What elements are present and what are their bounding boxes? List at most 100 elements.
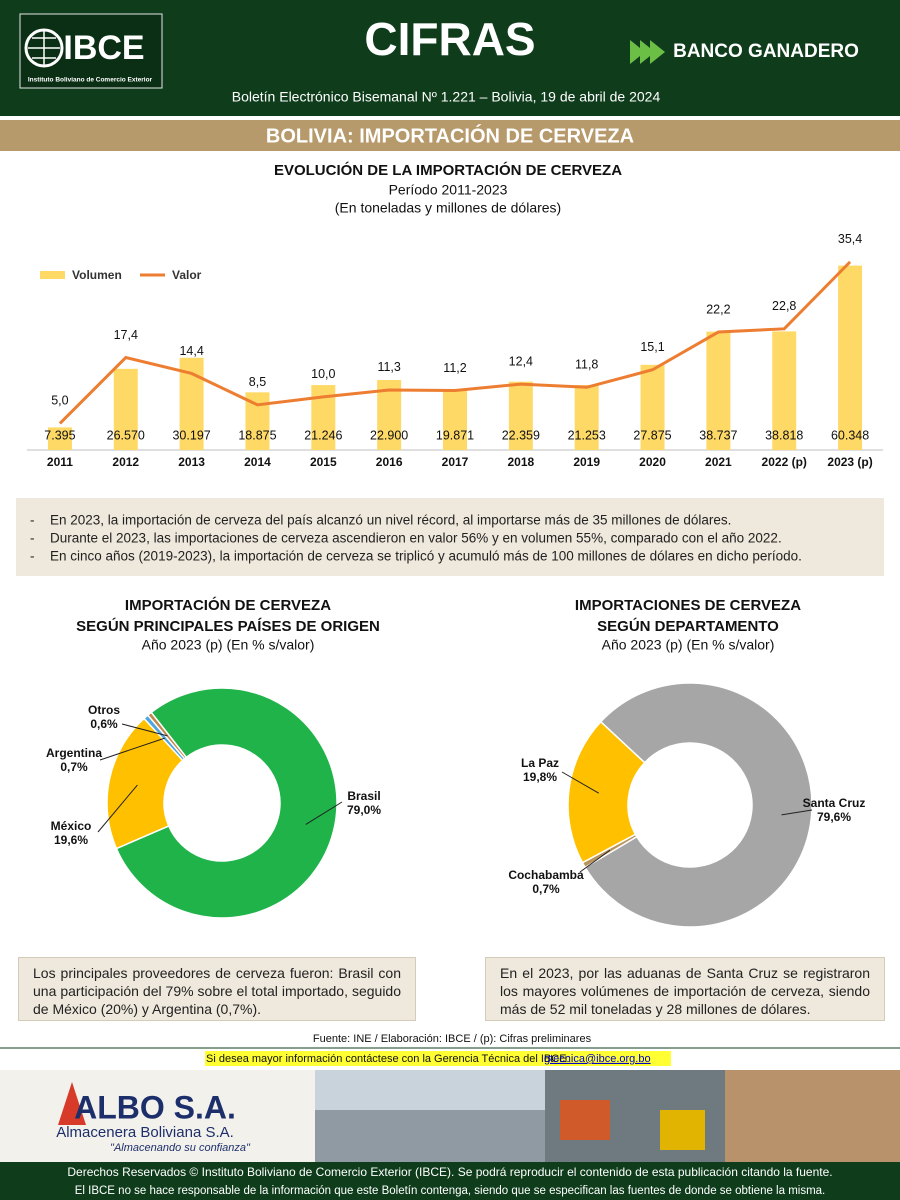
line-value-label: 14,4 [179, 344, 203, 358]
x-tick-label: 2015 [310, 455, 337, 469]
bar [47, 427, 72, 450]
line-value-label: 22,2 [706, 302, 730, 316]
x-tick-label: 2011 [47, 455, 73, 469]
slice-value-label: 0,6% [90, 717, 118, 731]
slice-label: Brasil [347, 789, 380, 803]
line-value-label: 12,4 [509, 354, 533, 368]
bar-value-label: 38.818 [765, 428, 803, 442]
bullet-marker: - [30, 549, 35, 564]
bar-value-label: 18.875 [238, 428, 276, 442]
footer-line: El IBCE no se hace responsable de la inf… [75, 1185, 826, 1197]
bar-value-label: 22.359 [502, 428, 540, 442]
line-value-label: 35,4 [838, 232, 862, 246]
bar-value-label: 21.246 [304, 428, 342, 442]
ad-slogan: "Almacenando su confianza" [110, 1142, 251, 1154]
logo-text: IBCE [63, 29, 144, 67]
highlight: Durante el 2023, las importaciones de ce… [50, 531, 782, 546]
bar-value-label: 30.197 [172, 428, 210, 442]
source: Fuente: INE / Elaboración: IBCE / (p): C… [313, 1033, 592, 1045]
bullet-marker: - [30, 531, 35, 546]
chart-subtitle: Año 2023 (p) (En % s/valor) [142, 637, 315, 653]
x-tick-label: 2016 [376, 455, 403, 469]
leader-line [561, 771, 600, 794]
x-tick-label: 2022 (p) [762, 455, 807, 469]
bar-value-label: 38.737 [699, 428, 737, 442]
x-tick-label: 2023 (p) [827, 455, 872, 469]
bar-value-label: 22.900 [370, 428, 408, 442]
bar [443, 389, 467, 450]
line-value-label: 5,0 [51, 394, 68, 408]
legend-swatch [40, 271, 65, 279]
slice-value-label: 0,7% [532, 882, 560, 896]
donut-slice [115, 687, 338, 919]
chart-title: SEGÚN PRINCIPALES PAÍSES DE ORIGEN [76, 617, 380, 635]
slice-value-label: 19,6% [54, 833, 88, 847]
chart-subtitle: Período 2011-2023 [389, 182, 508, 198]
bar [508, 381, 533, 450]
line [58, 260, 852, 425]
line-value-label: 11,8 [575, 358, 598, 372]
highlight: En 2023, la importación de cerveza del p… [50, 513, 731, 528]
contact-email[interactable]: gtecnica@ibce.org.bo [544, 1053, 651, 1065]
section-title: BOLIVIA: IMPORTACIÓN DE CERVEZA [266, 123, 634, 147]
bar [706, 331, 731, 450]
x-tick-label: 2021 [705, 455, 732, 469]
donut-slice [567, 720, 646, 864]
bar-value-label: 26.570 [107, 428, 145, 442]
line-value-label: 11,3 [377, 360, 400, 374]
ad-logo-mark [58, 1082, 86, 1125]
line-value-label: 8,5 [249, 375, 266, 389]
slice-label: Cochabamba [508, 868, 584, 882]
contact-highlight [205, 1051, 671, 1066]
note: En el 2023, por las aduanas de Santa Cru… [485, 957, 885, 1021]
leader-line [99, 737, 165, 761]
bar [113, 368, 138, 450]
chart-subtitle: Año 2023 (p) (En % s/valor) [602, 637, 775, 653]
header-title: CIFRAS [364, 13, 535, 65]
ad-photo-forklift [560, 1100, 610, 1140]
leader-line [579, 849, 611, 873]
ad-photo-forklift [660, 1110, 705, 1150]
sponsor-name: BANCO GANADERO [673, 41, 859, 62]
bar-value-label: 7.395 [44, 428, 75, 442]
ad-photo-store [725, 1070, 900, 1162]
highlights-bg [16, 498, 884, 576]
leader-line [781, 809, 813, 816]
x-tick-label: 2014 [244, 455, 271, 469]
leader-line [305, 801, 343, 825]
line-value-label: 11,2 [443, 361, 466, 375]
legend-label: Valor [172, 268, 202, 282]
ad-brand: ALBO S.A. [74, 1089, 236, 1125]
leader-line [121, 723, 168, 737]
slice-label: Santa Cruz [803, 796, 866, 810]
chart-subtitle: (En toneladas y millones de dólares) [335, 200, 561, 216]
chart-title: SEGÚN DEPARTAMENTO [597, 617, 779, 635]
x-tick-label: 2017 [442, 455, 469, 469]
chart-title: IMPORTACIÓN DE CERVEZA [125, 596, 331, 614]
slice-value-label: 19,8% [523, 770, 557, 784]
section-band [0, 120, 900, 151]
ad-photo-sky [315, 1070, 545, 1110]
footer-bg [0, 1162, 900, 1200]
bulletin: Boletín Electrónico Bisemanal Nº 1.221 –… [232, 89, 661, 105]
leader-line [97, 784, 138, 833]
bar [772, 331, 797, 450]
line-value-label: 10,0 [311, 367, 335, 381]
line-value-label: 22,8 [772, 299, 796, 313]
highlight: En cinco años (2019-2023), la importació… [50, 549, 802, 564]
chart-title: IMPORTACIONES DE CERVEZA [575, 597, 801, 614]
bar-value-label: 21.253 [568, 428, 606, 442]
slice-value-label: 79,0% [347, 803, 381, 817]
x-tick-label: 2018 [507, 455, 534, 469]
slice-label: Otros [88, 703, 120, 717]
slice-value-label: 79,6% [817, 810, 851, 824]
logo-caption: Instituto Boliviano de Comercio Exterior [28, 77, 153, 84]
footer-line: Derechos Reservados © Instituto Bolivian… [67, 1165, 832, 1179]
x-tick-label: 2013 [178, 455, 205, 469]
bar [574, 385, 599, 450]
bar [838, 265, 863, 450]
legend-label: Volumen [72, 268, 122, 282]
chart-title: EVOLUCIÓN DE LA IMPORTACIÓN DE CERVEZA [274, 161, 622, 179]
